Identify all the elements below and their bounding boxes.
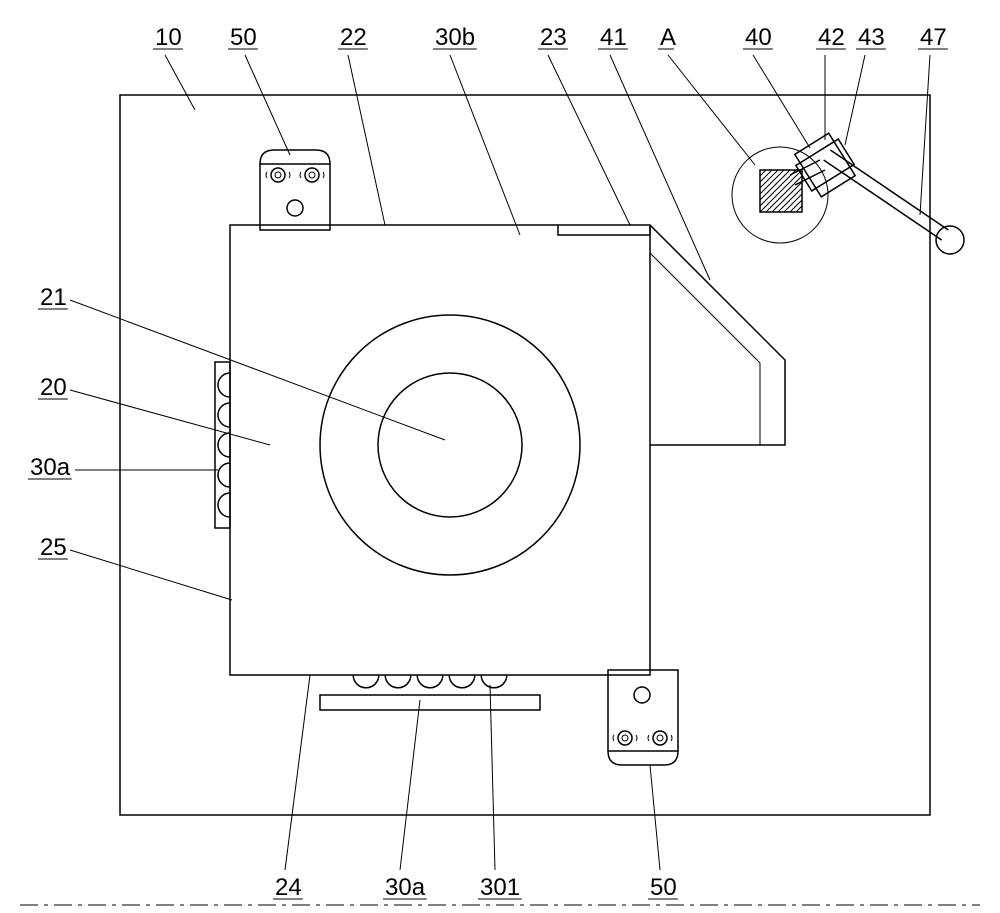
label-301: 301 [478, 685, 522, 901]
label-23: 23 [538, 24, 630, 225]
wingnut-1 [648, 731, 672, 745]
label-30aB: 30a [383, 700, 427, 901]
label-text: 24 [275, 874, 302, 901]
label-22: 22 [338, 24, 385, 225]
bracket-hole [287, 200, 303, 216]
label-43: 43 [845, 24, 886, 145]
label-10: 10 [153, 24, 195, 110]
lever [824, 150, 964, 254]
bracket-top [260, 150, 330, 230]
label-24: 24 [273, 675, 310, 901]
base-plate [120, 95, 930, 815]
label-30b: 30b [433, 24, 520, 235]
label-41: 41 [598, 24, 710, 280]
label-text: 47 [920, 24, 947, 51]
pin [790, 160, 820, 175]
main-block-outer [230, 225, 650, 675]
wingnut-1 [300, 168, 324, 182]
label-text: 21 [40, 284, 67, 311]
label-text: 23 [540, 24, 567, 51]
label-text: 10 [155, 24, 182, 51]
label-text: 20 [40, 374, 67, 401]
bracket-bottom [608, 670, 678, 765]
label-text: A [660, 24, 676, 51]
bracket-hole [634, 687, 650, 703]
serration-bottom [320, 675, 540, 710]
label-50t: 50 [228, 24, 290, 155]
label-47: 47 [918, 24, 948, 215]
label-30aL: 30a [28, 454, 218, 481]
label-text: 30a [385, 874, 426, 901]
serration-left [215, 362, 230, 528]
label-40: 40 [743, 24, 810, 148]
label-text: 30a [30, 454, 71, 481]
engineering-diagram: 10 50 22 30b 23 41 A 40 42 43 47 21 20 30a 25 24 30a 301 5… [0, 0, 1000, 913]
label-25: 25 [38, 534, 232, 600]
bottom-plate [320, 695, 540, 710]
label-42: 42 [816, 24, 846, 140]
label-text: 50 [230, 24, 257, 51]
label-text: 22 [340, 24, 367, 51]
label-text: 40 [745, 24, 772, 51]
corner-plate [650, 225, 785, 445]
wingnut-0 [266, 168, 290, 182]
label-text: 42 [818, 24, 845, 51]
label-50b: 50 [648, 765, 678, 901]
bore-outer [320, 315, 580, 575]
lever-knob [936, 226, 964, 254]
hatched-block [760, 170, 802, 212]
label-text: 50 [650, 874, 677, 901]
corner-plate-tab [558, 225, 650, 235]
bore-inner [378, 373, 522, 517]
label-text: 301 [480, 874, 520, 901]
label-text: 41 [600, 24, 627, 51]
label-text: 43 [858, 24, 885, 51]
label-text: 25 [40, 534, 67, 561]
wingnut-0 [613, 731, 637, 745]
label-text: 30b [435, 24, 475, 51]
label-20: 20 [38, 374, 270, 445]
